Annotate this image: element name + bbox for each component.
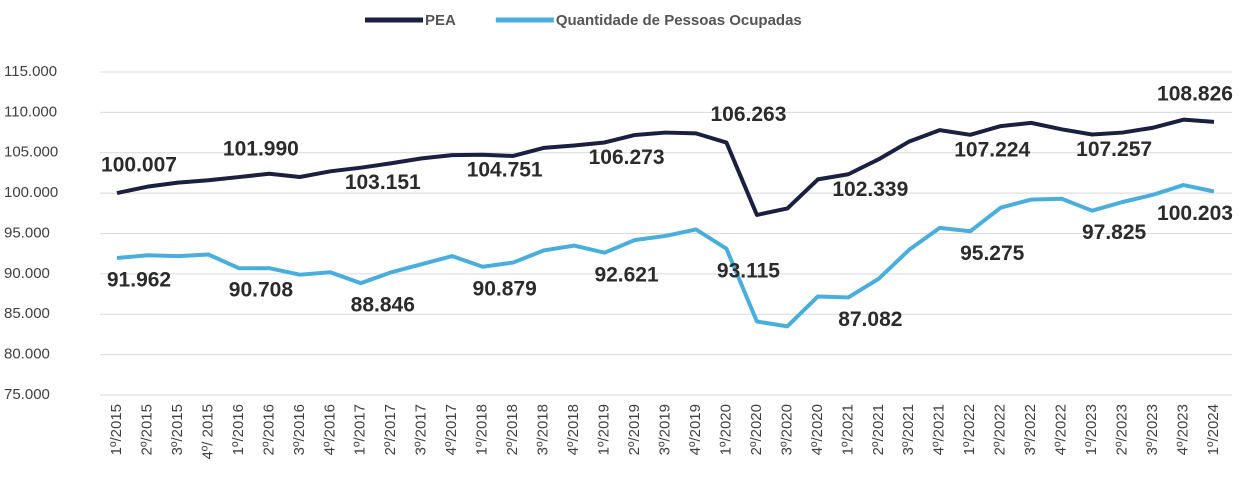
x-tick-label: 3º/2016 [291,404,308,455]
x-tick-label: 2º/2022 [992,404,1009,455]
data-label: 108.826 [1157,82,1233,105]
x-tick-label: 4º/2018 [565,404,582,455]
x-tick-label: 1º/2022 [961,404,978,455]
x-tick-label: 1º/2024 [1205,404,1222,455]
data-label: 97.825 [1082,221,1147,244]
y-tick-label: 110.000 [4,103,57,120]
data-label: 91.962 [107,269,171,292]
data-label: 106.273 [589,146,665,169]
x-tick-label: 3º/2022 [1022,404,1039,455]
x-tick-label: 4º/2022 [1053,404,1070,455]
x-tick-label: 1º/2023 [1083,404,1100,455]
data-label: 106.263 [710,103,786,126]
x-tick-label: 2º/2019 [626,404,643,455]
data-label: 87.082 [838,308,902,331]
data-label: 88.846 [351,294,415,317]
y-tick-label: 115.000 [4,63,57,80]
x-tick-label: 1º/2018 [474,404,491,455]
data-label: 93.115 [717,259,780,282]
x-tick-label: 4º/2017 [443,404,460,455]
data-label: 101.990 [223,138,299,161]
data-label: 92.621 [594,263,659,286]
x-tick-label: 4º/ 2015 [199,404,216,460]
x-tick-label: 3º/2020 [778,404,795,455]
x-tick-label: 3º/2015 [169,404,186,455]
data-label: 90.879 [473,277,537,300]
x-tick-label: 3º/2021 [900,404,917,455]
data-label: 104.751 [467,158,543,181]
data-label: 107.224 [954,138,1030,161]
legend-label: PEA [425,12,456,29]
y-tick-label: 95.000 [4,224,50,241]
x-tick-label: 2º/2016 [260,404,277,455]
data-label: 90.708 [229,279,294,302]
y-tick-label: 80.000 [4,346,50,363]
x-tick-label: 1º/2015 [108,404,125,455]
x-tick-label: 4º/2021 [931,404,948,455]
x-tick-label: 4º/2023 [1174,404,1191,455]
x-tick-label: 3º/2019 [656,404,673,455]
data-label: 107.257 [1076,138,1152,161]
x-tick-label: 2º/2020 [748,404,765,455]
x-tick-label: 4º/2020 [809,404,826,455]
legend-label: Quantidade de Pessoas Ocupadas [556,12,802,29]
x-tick-label: 2º/2017 [382,404,399,455]
x-tick-label: 3º/2023 [1144,404,1161,455]
data-label: 103.151 [345,171,421,194]
y-tick-label: 100.000 [4,184,58,201]
data-label: 102.339 [832,178,908,201]
x-tick-label: 2º/2018 [504,404,521,455]
x-tick-label: 3º/2018 [535,404,552,455]
x-tick-label: 1º/2021 [839,404,856,455]
y-tick-label: 75.000 [4,386,50,403]
x-tick-label: 1º/2017 [352,404,369,455]
data-label: 100.203 [1157,202,1233,225]
series-line [116,117,1215,217]
y-tick-label: 85.000 [4,305,50,322]
x-tick-label: 4º/2019 [687,404,704,455]
y-tick-label: 90.000 [4,265,50,282]
x-tick-label: 1º/2016 [230,404,247,455]
x-tick-label: 2º/2023 [1114,404,1131,455]
x-tick-label: 1º/2020 [717,404,734,455]
x-tick-label: 1º/2019 [596,404,613,455]
x-tick-label: 2º/2015 [138,404,155,455]
data-label: 95.275 [960,242,1025,265]
data-label: 100.007 [101,154,177,177]
y-tick-label: 105.000 [4,144,58,161]
series-line [116,183,1215,329]
x-tick-label: 2º/2021 [870,404,887,455]
x-tick-label: 3º/2017 [413,404,430,455]
x-tick-label: 4º/2016 [321,404,338,455]
